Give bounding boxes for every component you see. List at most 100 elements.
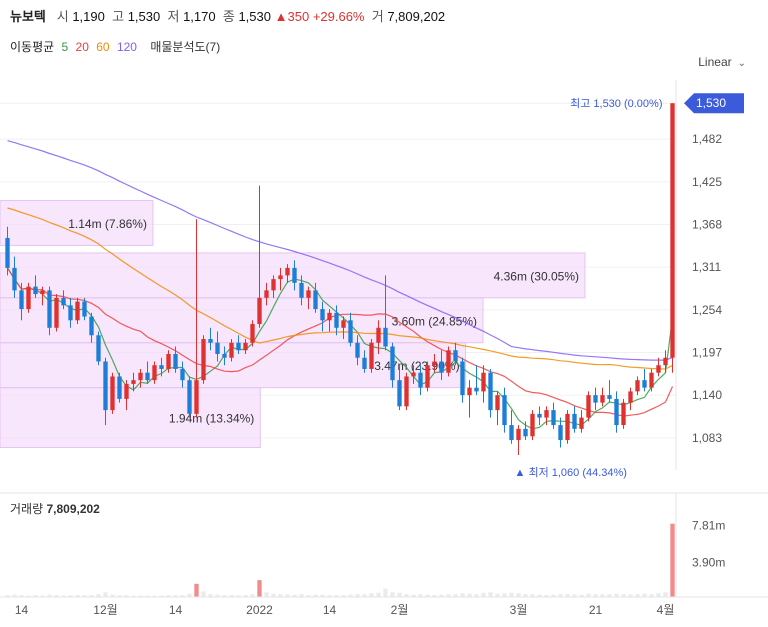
candle-body — [201, 339, 206, 381]
volume-bar — [19, 595, 24, 597]
ma-label: 이동평균 — [10, 40, 55, 54]
change-pct: +29.66% — [312, 9, 365, 24]
candle-body — [215, 342, 220, 354]
volume-bar — [628, 594, 633, 597]
candle-body — [166, 353, 171, 369]
volume-bar — [516, 593, 521, 597]
candle-body — [544, 410, 549, 418]
candle-body — [621, 402, 626, 426]
candle-body — [334, 312, 339, 328]
volume-bar — [292, 594, 297, 597]
volume-bar — [68, 595, 73, 597]
low-label: 저 — [167, 9, 180, 24]
volume-bar — [26, 595, 31, 597]
volume-bar — [12, 594, 17, 597]
volume-bar — [474, 594, 479, 597]
volume-value: 7,809,202 — [387, 9, 446, 24]
volume-bar — [159, 595, 164, 597]
candle-body — [656, 365, 661, 373]
candle-body — [390, 346, 395, 381]
candle-body — [327, 312, 332, 321]
candle-body — [26, 286, 31, 310]
candle-body — [460, 361, 465, 396]
volume-bar — [383, 588, 388, 597]
volume-bar — [96, 594, 101, 597]
volume-bar — [579, 594, 584, 597]
low-value: 1,170 — [183, 9, 216, 24]
volume-bar — [40, 595, 45, 597]
volume-tick-label: 7.81m — [692, 519, 725, 533]
x-tick-label: 3월 — [510, 603, 528, 617]
candle-body — [418, 372, 423, 388]
candle-body — [530, 413, 535, 437]
candle-body — [117, 376, 122, 399]
x-tick-label: 12월 — [93, 603, 117, 617]
low-annotation: ▲ 최저 1,060 (44.34%) — [515, 466, 627, 479]
volume-bar — [558, 594, 563, 597]
candle-body — [278, 275, 283, 280]
candle-body — [453, 350, 458, 362]
candle-body — [670, 103, 675, 358]
analysis-label[interactable]: 매물분석도(7) — [150, 40, 221, 54]
candle-body — [404, 376, 409, 407]
volume-bar — [271, 593, 276, 597]
high-annotation: 최고 1,530 (0.00%) — [570, 97, 662, 110]
candle-body — [502, 395, 507, 426]
volume-bar — [61, 595, 66, 597]
candle-body — [376, 327, 381, 343]
volume-bar — [82, 595, 87, 597]
candle-body — [579, 417, 584, 429]
volume-bar — [285, 594, 290, 597]
date-axis: 14 12월 14 2022 14 2월 3월 21 4월 — [0, 596, 768, 617]
volume-bar — [194, 583, 199, 597]
volume-profile-label: 1.94m (13.34%) — [169, 412, 254, 426]
moving-averages — [6, 140, 674, 430]
x-tick-label: 2022 — [246, 603, 273, 617]
y-tick-label: 1,083 — [692, 431, 722, 445]
volume-bar — [488, 592, 493, 597]
candle-body — [110, 376, 115, 411]
candle-body — [474, 387, 479, 392]
indicator-legend[interactable]: 이동평균 5 20 60 120 매물분석도(7) — [10, 38, 224, 55]
stock-name: 뉴보텍 — [10, 9, 46, 24]
volume-bar — [215, 594, 220, 597]
volume-bar — [509, 592, 514, 597]
candle-body — [222, 353, 227, 358]
scale-selector[interactable]: Linear ⌄ — [698, 55, 746, 69]
volume-bar — [642, 593, 647, 597]
volume-bar — [551, 594, 556, 597]
volume-bar — [89, 594, 94, 597]
candle-body — [628, 391, 633, 403]
candle-body — [271, 279, 276, 291]
candle-body — [369, 342, 374, 369]
volume-bar — [33, 595, 38, 597]
volume-bar — [460, 593, 465, 597]
candle-body — [173, 353, 178, 369]
candle-body — [516, 428, 521, 441]
volume-bar — [243, 595, 248, 597]
volume-bar — [446, 594, 451, 597]
ma120-label: 120 — [116, 40, 137, 54]
volume-bar — [320, 594, 325, 597]
ma20-line — [6, 267, 674, 417]
candle-body — [600, 395, 605, 403]
volume-bar — [537, 594, 542, 597]
candle-body — [320, 309, 325, 321]
volume-profile-label: 4.36m (30.05%) — [494, 269, 579, 283]
volume-label: 거 — [371, 9, 384, 24]
volume-bar — [411, 594, 416, 597]
open-value: 1,190 — [72, 9, 105, 24]
candle-body — [642, 380, 647, 388]
candle-body — [537, 413, 542, 418]
candle-body — [187, 380, 192, 414]
volume-bar — [145, 595, 150, 597]
volume-bar — [306, 594, 311, 597]
candle-body — [285, 267, 290, 276]
volume-bar — [453, 594, 458, 597]
candle-body — [635, 380, 640, 392]
volume-bar — [390, 592, 395, 597]
volume-total: 7,809,202 — [46, 502, 100, 516]
volume-bar — [425, 594, 430, 597]
candle-body — [481, 372, 486, 392]
